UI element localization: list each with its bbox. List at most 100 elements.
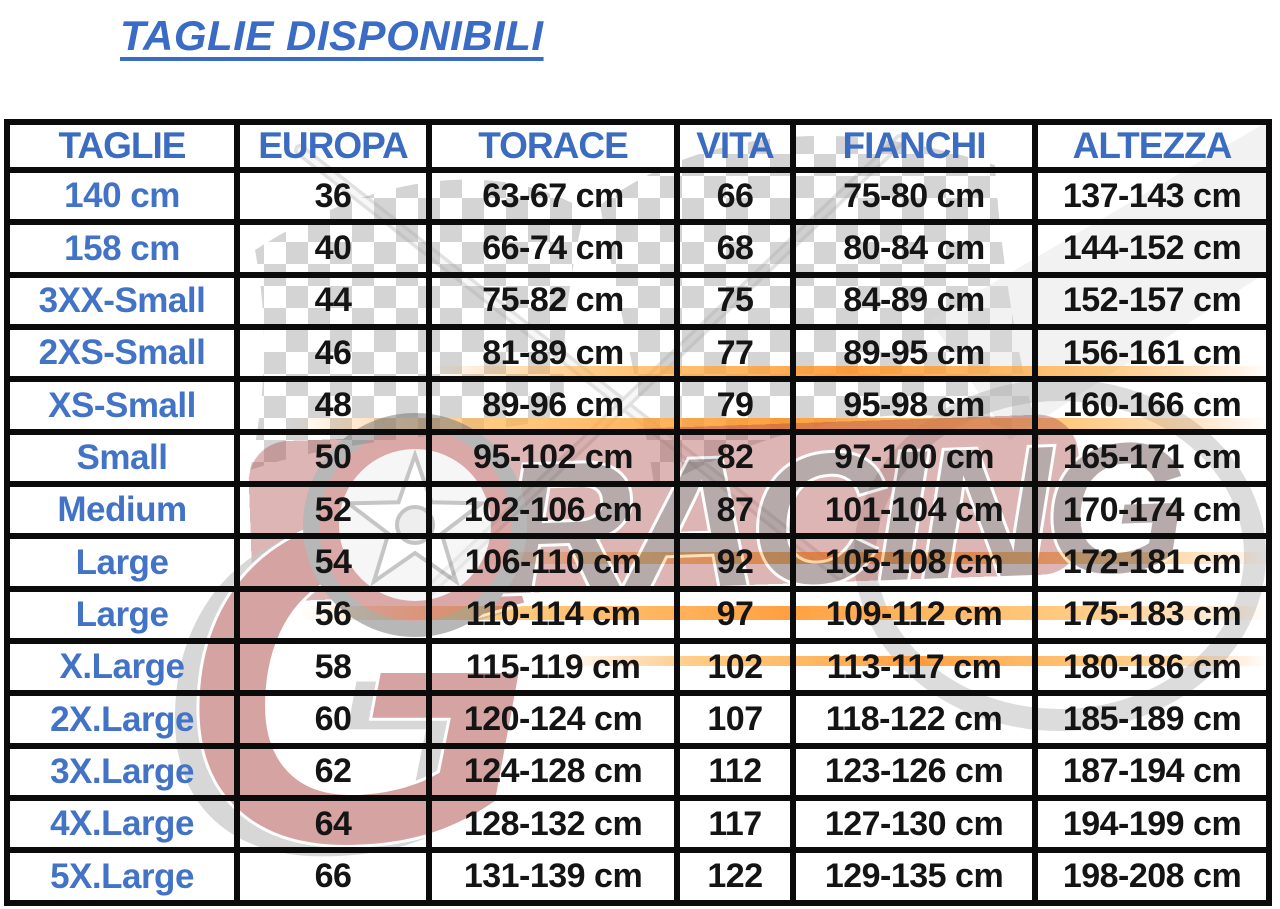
cell-europa: 40	[234, 219, 432, 278]
column-header-altezza: ALTEZZA	[1032, 119, 1272, 173]
table-row: 5X.Large 66 131-139 cm 122 129-135 cm 19…	[4, 847, 1272, 906]
cell-europa: 50	[234, 428, 432, 488]
cell-europa: 44	[234, 271, 432, 331]
cell-altezza: 156-161 cm	[1032, 324, 1272, 383]
cell-torace: 106-110 cm	[426, 533, 680, 592]
column-header-europa: EUROPA	[234, 119, 432, 173]
cell-altezza: 165-171 cm	[1032, 428, 1272, 488]
cell-torace: 115-119 cm	[426, 638, 680, 697]
table-row: 3X.Large 62 124-128 cm 112 123-126 cm 18…	[4, 742, 1272, 802]
cell-altezza: 180-186 cm	[1032, 638, 1272, 697]
cell-europa: 64	[234, 795, 432, 854]
cell-torace: 81-89 cm	[426, 324, 680, 383]
column-header-taglie: TAGLIE	[4, 119, 240, 173]
cell-vita: 87	[674, 481, 796, 540]
size-table-body: 140 cm 36 63-67 cm 66 75-80 cm 137-143 c…	[4, 166, 1272, 906]
cell-europa: 62	[234, 742, 432, 802]
cell-altezza: 172-181 cm	[1032, 533, 1272, 592]
cell-altezza: 194-199 cm	[1032, 795, 1272, 854]
table-row: 140 cm 36 63-67 cm 66 75-80 cm 137-143 c…	[4, 166, 1272, 226]
table-row: Large 54 106-110 cm 92 105-108 cm 172-18…	[4, 533, 1272, 592]
cell-vita: 97	[674, 585, 796, 645]
cell-taglie: 4X.Large	[4, 795, 240, 854]
cell-torace: 66-74 cm	[426, 219, 680, 278]
cell-taglie: 2XS-Small	[4, 324, 240, 383]
cell-vita: 102	[674, 638, 796, 697]
cell-vita: 66	[674, 166, 796, 226]
cell-europa: 36	[234, 166, 432, 226]
cell-europa: 46	[234, 324, 432, 383]
cell-altezza: 152-157 cm	[1032, 271, 1272, 331]
table-row: XS-Small 48 89-96 cm 79 95-98 cm 160-166…	[4, 376, 1272, 435]
cell-torace: 131-139 cm	[426, 847, 680, 906]
cell-fianchi: 101-104 cm	[790, 481, 1038, 540]
cell-altezza: 170-174 cm	[1032, 481, 1272, 540]
cell-vita: 112	[674, 742, 796, 802]
cell-altezza: 160-166 cm	[1032, 376, 1272, 435]
cell-taglie: Large	[4, 533, 240, 592]
cell-torace: 128-132 cm	[426, 795, 680, 854]
cell-vita: 68	[674, 219, 796, 278]
cell-vita: 77	[674, 324, 796, 383]
table-row: Large 56 110-114 cm 97 109-112 cm 175-18…	[4, 585, 1272, 645]
cell-taglie: Medium	[4, 481, 240, 540]
cell-vita: 92	[674, 533, 796, 592]
cell-taglie: 3X.Large	[4, 742, 240, 802]
cell-vita: 79	[674, 376, 796, 435]
cell-fianchi: 75-80 cm	[790, 166, 1038, 226]
cell-torace: 95-102 cm	[426, 428, 680, 488]
cell-fianchi: 129-135 cm	[790, 847, 1038, 906]
table-row: X.Large 58 115-119 cm 102 113-117 cm 180…	[4, 638, 1272, 697]
cell-torace: 120-124 cm	[426, 690, 680, 749]
cell-fianchi: 80-84 cm	[790, 219, 1038, 278]
cell-fianchi: 109-112 cm	[790, 585, 1038, 645]
cell-europa: 54	[234, 533, 432, 592]
cell-europa: 56	[234, 585, 432, 645]
cell-taglie: Small	[4, 428, 240, 488]
cell-fianchi: 95-98 cm	[790, 376, 1038, 435]
cell-torace: 63-67 cm	[426, 166, 680, 226]
cell-taglie: 3XX-Small	[4, 271, 240, 331]
cell-taglie: Large	[4, 585, 240, 645]
header-row: TAGLIE EUROPA TORACE VITA FIANCHI ALTEZZ…	[4, 119, 1272, 173]
cell-vita: 75	[674, 271, 796, 331]
cell-altezza: 144-152 cm	[1032, 219, 1272, 278]
cell-fianchi: 84-89 cm	[790, 271, 1038, 331]
cell-taglie: 158 cm	[4, 219, 240, 278]
column-header-torace: TORACE	[426, 119, 680, 173]
cell-taglie: X.Large	[4, 638, 240, 697]
column-header-vita: VITA	[674, 119, 796, 173]
cell-altezza: 187-194 cm	[1032, 742, 1272, 802]
cell-fianchi: 89-95 cm	[790, 324, 1038, 383]
cell-fianchi: 113-117 cm	[790, 638, 1038, 697]
table-row: 2X.Large 60 120-124 cm 107 118-122 cm 18…	[4, 690, 1272, 749]
cell-torace: 89-96 cm	[426, 376, 680, 435]
cell-fianchi: 105-108 cm	[790, 533, 1038, 592]
cell-europa: 52	[234, 481, 432, 540]
cell-altezza: 137-143 cm	[1032, 166, 1272, 226]
table-row: 2XS-Small 46 81-89 cm 77 89-95 cm 156-16…	[4, 324, 1272, 383]
cell-altezza: 175-183 cm	[1032, 585, 1272, 645]
table-row: 3XX-Small 44 75-82 cm 75 84-89 cm 152-15…	[4, 271, 1272, 331]
cell-europa: 66	[234, 847, 432, 906]
cell-torace: 110-114 cm	[426, 585, 680, 645]
size-table: TAGLIE EUROPA TORACE VITA FIANCHI ALTEZZ…	[4, 119, 1272, 906]
table-row: Medium 52 102-106 cm 87 101-104 cm 170-1…	[4, 481, 1272, 540]
cell-vita: 82	[674, 428, 796, 488]
cell-fianchi: 118-122 cm	[790, 690, 1038, 749]
cell-europa: 48	[234, 376, 432, 435]
cell-fianchi: 97-100 cm	[790, 428, 1038, 488]
column-header-fianchi: FIANCHI	[790, 119, 1038, 173]
table-row: 4X.Large 64 128-132 cm 117 127-130 cm 19…	[4, 795, 1272, 854]
page-title: TAGLIE DISPONIBILI	[120, 12, 544, 59]
cell-vita: 117	[674, 795, 796, 854]
cell-vita: 107	[674, 690, 796, 749]
cell-vita: 122	[674, 847, 796, 906]
cell-taglie: 2X.Large	[4, 690, 240, 749]
table-row: 158 cm 40 66-74 cm 68 80-84 cm 144-152 c…	[4, 219, 1272, 278]
cell-torace: 75-82 cm	[426, 271, 680, 331]
cell-taglie: 5X.Large	[4, 847, 240, 906]
cell-taglie: XS-Small	[4, 376, 240, 435]
cell-taglie: 140 cm	[4, 166, 240, 226]
